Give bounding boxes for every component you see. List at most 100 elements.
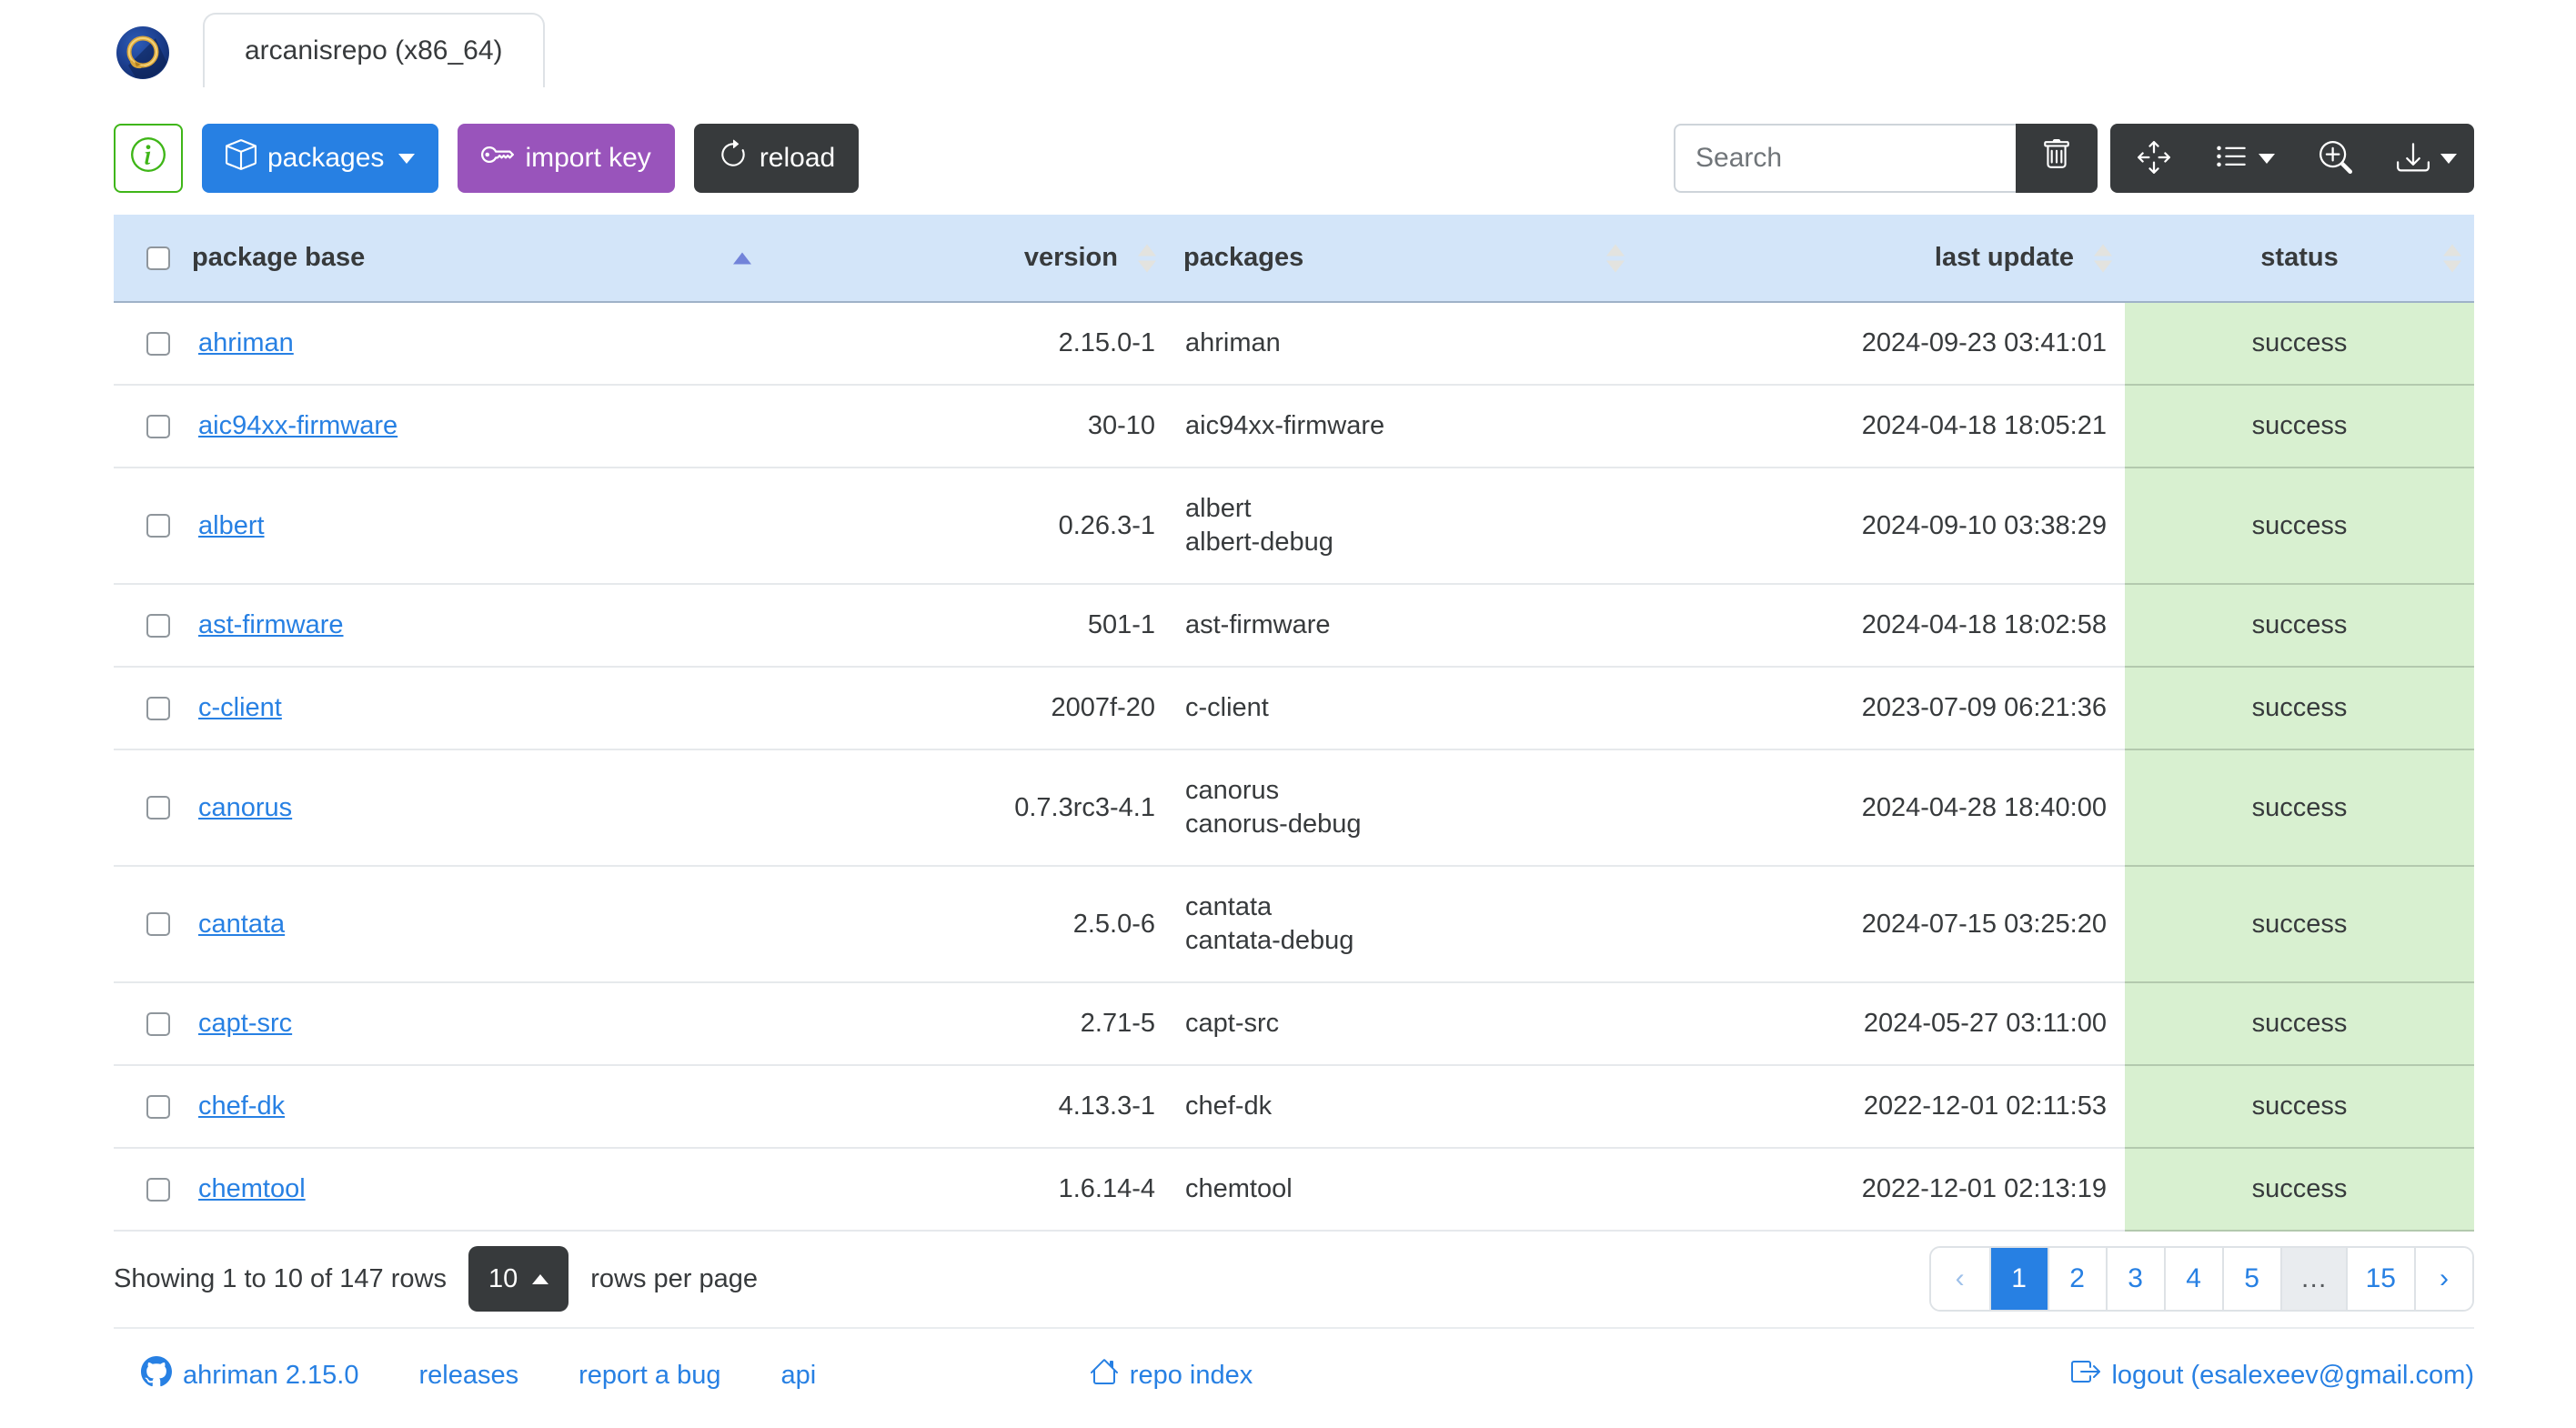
columns-dropdown-button[interactable] (2198, 124, 2292, 193)
row-select-cell (114, 865, 177, 982)
row-checkbox[interactable] (146, 414, 170, 438)
packages-cell: ahriman (1169, 301, 1637, 385)
chevron-down-icon (398, 153, 416, 164)
page-item-4[interactable]: 4 (2163, 1248, 2222, 1310)
page-item-2[interactable]: 2 (2047, 1248, 2106, 1310)
row-checkbox[interactable] (146, 912, 170, 936)
tab-bar: arcanisrepo (x86_64) (114, 13, 2474, 87)
status-cell: success (2125, 1064, 2474, 1148)
row-select-cell (114, 384, 177, 468)
version-cell: 1.6.14-4 (764, 1147, 1169, 1232)
packages-cell: chef-dk (1169, 1064, 1637, 1148)
package-base-link[interactable]: ast-firmware (198, 610, 344, 639)
api-label: api (780, 1360, 817, 1390)
column-header-last-update[interactable]: last update (1637, 215, 2125, 303)
house-icon (1090, 1357, 1119, 1393)
last-update-cell: 2024-07-15 03:25:20 (1637, 865, 2125, 982)
packages-cell: aic94xx-firmware (1169, 384, 1637, 468)
releases-link[interactable]: releases (418, 1361, 518, 1391)
status-cell: success (2125, 1147, 2474, 1232)
package-base-link[interactable]: ahriman (198, 328, 294, 357)
package-base-link[interactable]: albert (198, 510, 265, 540)
version-cell: 2.71-5 (764, 981, 1169, 1065)
github-icon (141, 1356, 172, 1394)
column-header-package-base[interactable]: package base (177, 215, 764, 303)
package-base-cell: albert (177, 467, 764, 584)
column-header-version[interactable]: version (764, 215, 1169, 303)
packages-dropdown-button[interactable]: packages (202, 124, 439, 193)
column-header-packages[interactable]: packages (1169, 215, 1637, 303)
fullscreen-zoom-button[interactable] (2292, 124, 2380, 193)
version-cell: 30-10 (764, 384, 1169, 468)
page-item-1[interactable]: 1 (1988, 1248, 2048, 1310)
page-size-dropdown-button[interactable]: 10 (468, 1246, 569, 1312)
package-base-link[interactable]: aic94xx-firmware (198, 411, 398, 440)
version-cell: 501-1 (764, 583, 1169, 667)
row-checkbox[interactable] (146, 696, 170, 720)
package-base-link[interactable]: canorus (198, 792, 293, 822)
package-base-link[interactable]: c-client (198, 693, 282, 722)
report-bug-link[interactable]: report a bug (579, 1361, 720, 1391)
column-header-status[interactable]: status (2125, 215, 2474, 303)
select-all-header[interactable] (114, 215, 177, 303)
version-cell: 0.7.3rc3-4.1 (764, 749, 1169, 866)
api-link[interactable]: api (780, 1361, 816, 1391)
table-row: chemtool 1.6.14-4 chemtool 2022-12-01 02… (114, 1147, 2474, 1232)
search-input[interactable] (1674, 124, 2016, 193)
row-checkbox[interactable] (146, 796, 170, 820)
ahriman-version-link[interactable]: ahriman 2.15.0 (141, 1356, 358, 1394)
reload-button[interactable]: reload (693, 124, 860, 193)
package-base-link[interactable]: chemtool (198, 1174, 306, 1203)
version-cell: 0.26.3-1 (764, 467, 1169, 584)
status-cell: success (2125, 467, 2474, 584)
page: arcanisrepo (x86_64) packages (114, 13, 2474, 1394)
package-base-cell: canorus (177, 749, 764, 866)
row-checkbox[interactable] (146, 331, 170, 356)
packages-cell: canorus canorus-debug (1169, 749, 1637, 866)
last-update-cell: 2022-12-01 02:13:19 (1637, 1147, 2125, 1232)
last-update-cell: 2024-09-23 03:41:01 (1637, 301, 2125, 385)
last-update-cell: 2024-05-27 03:11:00 (1637, 981, 2125, 1065)
status-cell: success (2125, 981, 2474, 1065)
package-base-link[interactable]: capt-src (198, 1009, 293, 1038)
table-tools-group (2110, 124, 2474, 193)
row-checkbox[interactable] (146, 514, 170, 538)
row-select-cell (114, 467, 177, 584)
package-base-link[interactable]: cantata (198, 909, 286, 939)
repo-tab-label: arcanisrepo (x86_64) (245, 35, 503, 65)
info-button[interactable] (114, 124, 183, 193)
logout-link[interactable]: logout (esalexeev@gmail.com) (2071, 1357, 2474, 1393)
version-cell: 2.15.0-1 (764, 301, 1169, 385)
column-label: version (1023, 243, 1118, 272)
page-item-prev[interactable]: ‹ (1930, 1248, 1989, 1310)
page-item-5[interactable]: 5 (2221, 1248, 2280, 1310)
package-base-cell: ast-firmware (177, 583, 764, 667)
import-key-button[interactable]: import key (458, 124, 675, 193)
table-row: ahriman 2.15.0-1 ahriman 2024-09-23 03:4… (114, 301, 2474, 385)
table-row: canorus 0.7.3rc3-4.1 canorus canorus-deb… (114, 749, 2474, 866)
row-checkbox[interactable] (146, 1011, 170, 1036)
page-item-3[interactable]: 3 (2105, 1248, 2164, 1310)
row-checkbox[interactable] (146, 1177, 170, 1202)
table-row: capt-src 2.71-5 capt-src 2024-05-27 03:1… (114, 981, 2474, 1065)
fullscreen-move-button[interactable] (2110, 124, 2198, 193)
row-checkbox[interactable] (146, 1094, 170, 1119)
column-label: last update (1934, 243, 2074, 272)
repo-tab[interactable]: arcanisrepo (x86_64) (203, 13, 545, 87)
sort-both-icon (2094, 244, 2112, 272)
table-row: ast-firmware 501-1 ast-firmware 2024-04-… (114, 583, 2474, 667)
package-base-cell: cantata (177, 865, 764, 982)
package-base-cell: ahriman (177, 301, 764, 385)
row-select-cell (114, 301, 177, 385)
clear-search-button[interactable] (2016, 124, 2098, 193)
chevron-up-icon (532, 1273, 549, 1284)
page-item-next[interactable]: › (2414, 1248, 2472, 1310)
select-all-checkbox[interactable] (146, 246, 170, 270)
repo-index-link[interactable]: repo index (1090, 1357, 1253, 1393)
row-checkbox[interactable] (146, 613, 170, 638)
export-dropdown-button[interactable] (2380, 124, 2474, 193)
column-label: packages (1183, 243, 1304, 272)
page-item-15[interactable]: 15 (2345, 1248, 2414, 1310)
package-base-link[interactable]: chef-dk (198, 1091, 286, 1121)
status-cell: success (2125, 666, 2474, 749)
